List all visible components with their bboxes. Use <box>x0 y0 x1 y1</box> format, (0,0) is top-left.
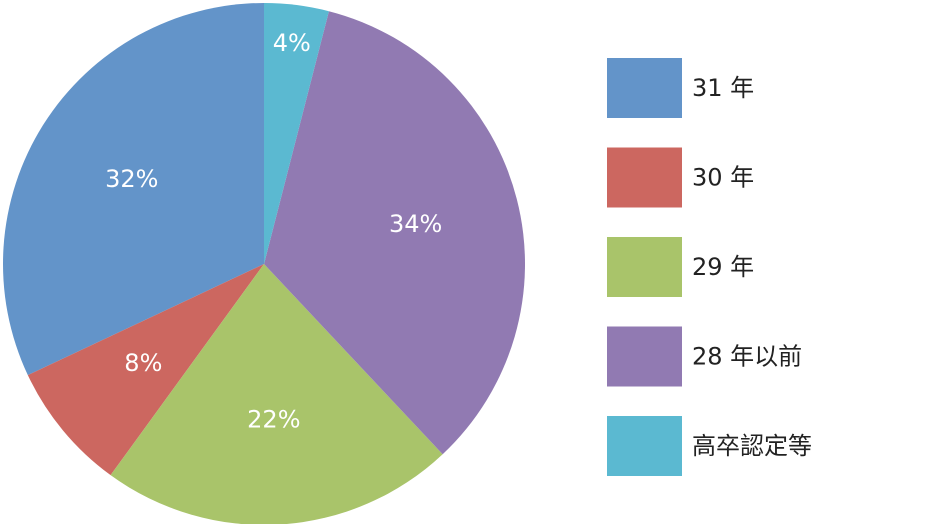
legend-label: 28 年以前 <box>692 343 802 371</box>
pie-slice <box>2 3 265 376</box>
legend-label: 30 年 <box>692 164 754 192</box>
slice-label: 8% <box>124 349 162 377</box>
legend-swatch <box>607 147 682 208</box>
legend-swatch <box>607 58 682 118</box>
legend-label: 高卒認定等 <box>692 432 812 460</box>
legend-swatch <box>607 326 682 387</box>
legend-swatch <box>607 237 682 297</box>
legend-swatch <box>607 416 682 476</box>
slice-label: 34% <box>389 210 442 238</box>
slice-label: 4% <box>273 29 311 57</box>
slice-label: 22% <box>247 405 300 433</box>
pie-slice <box>264 11 525 455</box>
pie-slice <box>110 264 443 524</box>
pie-slice <box>27 264 265 476</box>
legend-label: 29 年 <box>692 253 754 281</box>
legend-label: 31 年 <box>692 74 754 102</box>
slice-label: 32% <box>105 165 158 193</box>
pie-slice <box>264 3 329 264</box>
